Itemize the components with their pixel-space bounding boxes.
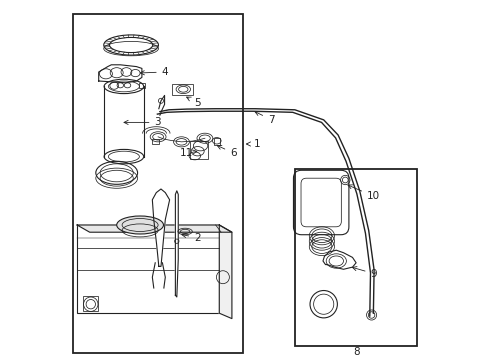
Bar [83,296,98,311]
Polygon shape [219,225,231,319]
Bar [152,139,159,144]
Text: 5: 5 [186,97,200,108]
Ellipse shape [117,216,163,234]
Polygon shape [152,189,169,266]
Text: 6: 6 [217,145,236,158]
Polygon shape [99,65,142,83]
Polygon shape [175,191,178,297]
Text: 9: 9 [352,267,376,279]
Polygon shape [322,250,355,269]
Text: 11: 11 [179,148,196,158]
Text: 1: 1 [246,139,260,149]
Text: 2: 2 [182,233,200,243]
Text: 7: 7 [255,112,274,125]
Bar [77,225,219,313]
Bar [172,84,193,95]
Bar [190,141,207,159]
Text: 10: 10 [347,185,379,201]
Text: 4: 4 [140,67,168,77]
Bar [139,83,145,88]
Text: 3: 3 [124,117,161,127]
Bar [213,138,219,145]
Bar [294,169,416,346]
Polygon shape [77,225,231,232]
Text: 8: 8 [352,347,359,357]
Bar [73,14,242,353]
